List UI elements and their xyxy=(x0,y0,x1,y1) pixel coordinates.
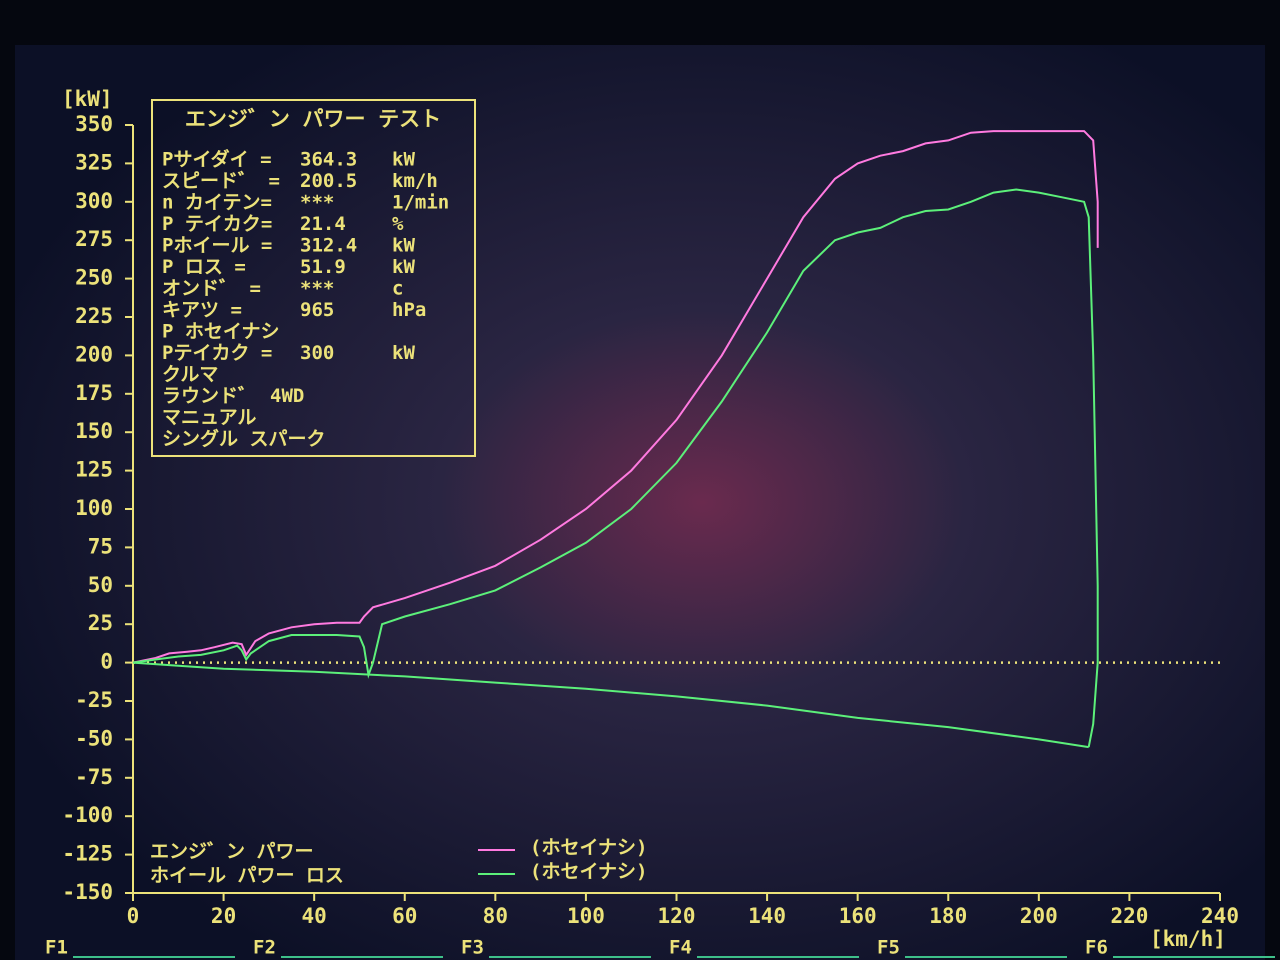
x-tick-label: 180 xyxy=(929,904,967,928)
info-text: Pサイダイ = xyxy=(162,148,272,171)
info-text: Pテイカク = xyxy=(162,342,272,364)
info-title: エンジ゛ン パワー テスト xyxy=(185,107,441,131)
info-text: P ホセイナシ xyxy=(162,321,280,343)
info-text: 965 xyxy=(300,299,334,321)
x-tick-label: 240 xyxy=(1201,904,1239,928)
function-key: F5 xyxy=(877,937,900,959)
info-text: 21.4 xyxy=(300,213,346,235)
x-tick-label: 200 xyxy=(1020,904,1058,928)
y-tick-label: 225 xyxy=(75,304,113,328)
y-tick-label: 50 xyxy=(88,573,113,597)
info-text: 364.3 xyxy=(300,149,357,171)
y-tick-label: 75 xyxy=(88,534,113,558)
info-text: 300 xyxy=(300,342,334,364)
info-text: c xyxy=(392,278,403,300)
info-text: kW xyxy=(392,256,415,278)
y-axis-title: [kW] xyxy=(62,87,113,111)
function-key: F3 xyxy=(461,937,484,959)
y-tick-label: -75 xyxy=(75,765,113,789)
y-tick-label: -50 xyxy=(75,726,113,750)
x-tick-label: 60 xyxy=(392,904,417,928)
function-key: F2 xyxy=(253,937,276,959)
info-text: kW xyxy=(392,149,415,171)
y-tick-label: -25 xyxy=(75,688,113,712)
info-text: km/h xyxy=(392,170,438,192)
info-text: 4WD xyxy=(270,385,304,407)
info-text: Pホイール = xyxy=(162,235,272,257)
info-text: スピード゛ = xyxy=(162,170,280,192)
x-tick-label: 80 xyxy=(483,904,508,928)
x-tick-label: 0 xyxy=(127,904,140,928)
info-text: 200.5 xyxy=(300,170,357,192)
series-line xyxy=(132,661,1089,749)
y-tick-label: 150 xyxy=(75,419,113,443)
info-text: マニュアル xyxy=(162,407,256,429)
y-tick-label: 100 xyxy=(75,496,113,520)
x-tick-label: 220 xyxy=(1110,904,1148,928)
function-key: F6 xyxy=(1085,937,1108,959)
info-text: シングル スパーク xyxy=(162,427,325,450)
y-tick-label: -100 xyxy=(62,803,113,827)
legend-label: (ホセイナシ) xyxy=(530,861,648,883)
info-text: クルマ xyxy=(162,364,218,386)
x-tick-label: 40 xyxy=(302,904,327,928)
y-tick-label: 0 xyxy=(100,650,113,674)
legend-label: (ホセイナシ) xyxy=(530,837,648,859)
annotation: エンジ゛ン パワー xyxy=(150,841,313,863)
info-text: ラウンド゛ xyxy=(162,385,257,407)
info-text: *** xyxy=(300,278,334,300)
x-axis-title: [km/h] xyxy=(1150,927,1226,951)
info-text: *** xyxy=(300,192,334,214)
series-line xyxy=(132,130,1099,664)
y-tick-label: -125 xyxy=(62,842,113,866)
info-text: P ロス = xyxy=(162,256,246,278)
y-tick-label: 125 xyxy=(75,458,113,482)
y-tick-label: 350 xyxy=(75,112,113,136)
y-tick-label: -150 xyxy=(62,880,113,904)
y-tick-label: 250 xyxy=(75,266,113,290)
info-text: kW xyxy=(392,235,415,257)
series-line xyxy=(132,188,1099,748)
info-text: P テイカク= xyxy=(162,213,272,235)
x-tick-label: 160 xyxy=(839,904,877,928)
x-tick-label: 120 xyxy=(658,904,696,928)
y-tick-label: 275 xyxy=(75,227,113,251)
info-text: hPa xyxy=(392,299,426,321)
y-tick-label: 200 xyxy=(75,342,113,366)
info-text: オンド゛ = xyxy=(162,278,261,300)
info-text: n カイテン= xyxy=(162,192,272,214)
info-text: % xyxy=(392,213,404,235)
annotation: ホイール パワー ロス xyxy=(150,865,344,887)
info-box xyxy=(151,99,476,457)
x-tick-label: 20 xyxy=(211,904,236,928)
y-tick-label: 25 xyxy=(88,611,113,635)
info-text: キアツ = xyxy=(162,299,242,321)
y-tick-label: 325 xyxy=(75,150,113,174)
x-tick-label: 100 xyxy=(567,904,605,928)
y-tick-label: 300 xyxy=(75,189,113,213)
info-text: 312.4 xyxy=(300,235,357,257)
info-text: 1/min xyxy=(392,192,449,214)
function-key: F4 xyxy=(669,937,692,959)
x-tick-label: 140 xyxy=(748,904,786,928)
info-text: 51.9 xyxy=(300,256,346,278)
function-key: F1 xyxy=(45,937,68,959)
y-tick-label: 175 xyxy=(75,381,113,405)
monitor xyxy=(15,45,1265,960)
info-text: kW xyxy=(392,342,415,364)
